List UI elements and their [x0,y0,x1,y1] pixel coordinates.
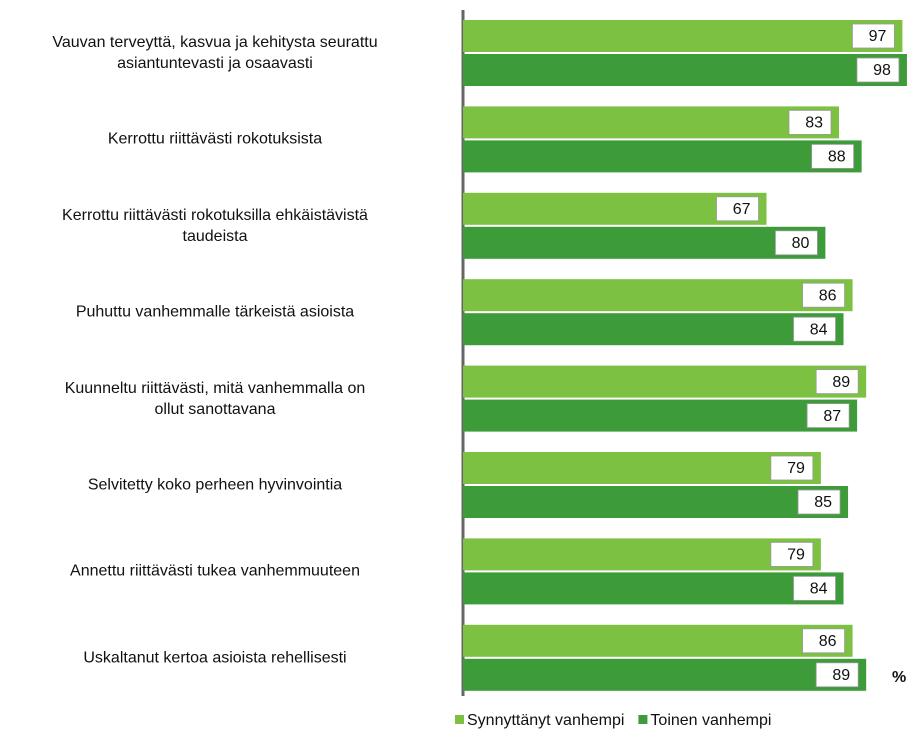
category-label: Selvitetty koko perheen hyvinvointia [87,476,343,494]
bar [463,452,821,484]
value-label: 67 [733,201,751,218]
value-label-box [716,196,759,222]
value-label-box [775,230,818,256]
category-label: Annettu riittävästi tukea vanhemmuuteen [70,562,360,580]
value-label-box [793,316,836,342]
bar [463,572,844,605]
legend-swatch [455,715,464,724]
bar [463,279,853,312]
value-label: 85 [814,494,832,511]
bar [463,365,867,398]
category-label: Kerrottu riittävästi rokotuksilla ehkäis… [62,206,368,245]
bar [463,20,903,52]
value-label-box [815,662,859,688]
value-label-box [811,143,855,169]
value-label: 83 [805,115,823,132]
value-label-box [770,455,814,481]
value-label: 79 [787,547,805,564]
value-label: 84 [810,321,828,338]
value-label-box [793,576,836,601]
value-label: 89 [832,667,850,684]
bar [463,192,767,225]
bar [463,313,844,346]
value-label: 89 [832,374,850,391]
bar [463,486,849,518]
value-label-box [802,628,845,654]
value-label-box [797,489,841,515]
unit-label: % [892,669,906,686]
value-label-box [806,403,850,429]
bar [463,624,853,657]
value-label: 86 [819,287,837,304]
value-label: 97 [869,28,887,45]
value-label: 86 [819,633,837,650]
category-label: Puhuttu vanhemmalle tärkeistä asioista [75,303,355,321]
bar [463,226,826,259]
value-label: 88 [828,149,846,166]
legend-label: Toinen vanhempi [650,712,771,729]
bar [463,106,839,139]
value-label-box [852,23,895,49]
category-label: Vauvan terveyttä, kasvua ja kehitysta se… [52,34,378,72]
bar [463,54,907,86]
bar [463,140,862,173]
value-label-box [770,542,814,567]
value-label-box [815,369,859,395]
bar [463,538,821,571]
value-label: 80 [792,235,810,252]
legend-swatch [638,715,648,724]
value-label-box [802,282,845,308]
value-label: 79 [787,460,805,477]
category-label: Kuunneltu riittävästi, mitä vanhemmalla … [64,379,366,418]
value-label: 87 [823,408,841,425]
value-label-box [856,57,900,83]
value-label-box [788,110,832,135]
value-label: 98 [873,62,891,79]
legend-label: Synnyttänyt vanhempi [467,712,624,729]
category-label: Kerrottu riittävästi rokotuksista [107,130,323,148]
category-label: Uskaltanut kertoa asioista rehellisesti [83,649,347,667]
bar [463,658,867,691]
value-label: 84 [810,581,828,598]
bar [463,399,858,432]
